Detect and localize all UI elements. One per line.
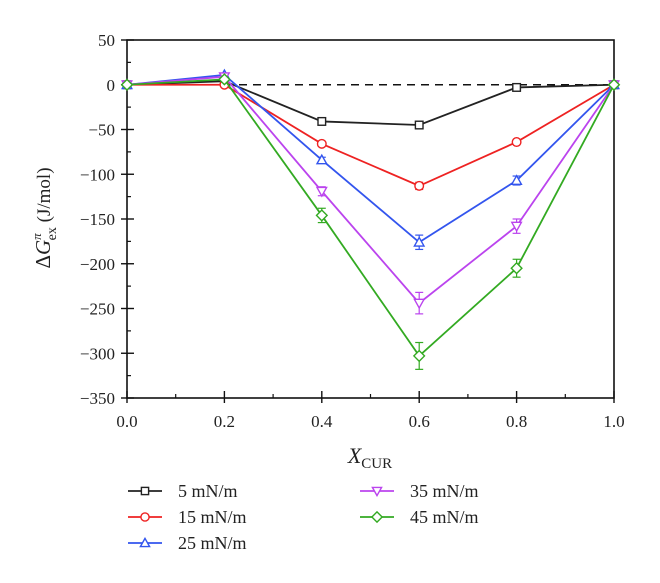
y-axis-title-sup: π xyxy=(29,233,44,240)
x-axis-title: XCUR xyxy=(347,443,392,472)
y-tick-label: −350 xyxy=(80,389,115,408)
series-line xyxy=(127,83,615,187)
legend-item: 25 mN/m xyxy=(128,533,247,553)
marker-diamond xyxy=(510,261,523,275)
marker-triangle-up xyxy=(315,153,328,165)
series-line xyxy=(126,80,615,126)
legend-item: 45 mN/m xyxy=(360,507,479,527)
x-axis-title-main: X xyxy=(347,443,363,468)
y-axis-title-g: G xyxy=(31,240,55,255)
series-layer xyxy=(120,68,621,370)
series-line xyxy=(126,73,615,244)
legend-label: 25 mN/m xyxy=(178,533,247,553)
series-45-mn-m xyxy=(120,73,621,370)
y-tick-label: −150 xyxy=(80,210,115,229)
y-axis-title-sub: ex xyxy=(45,227,60,240)
y-tick-label: −100 xyxy=(80,165,115,184)
legend-item: 15 mN/m xyxy=(128,507,247,527)
marker-circle xyxy=(511,137,522,148)
marker-circle xyxy=(316,138,327,149)
marker-circle xyxy=(140,512,150,522)
x-tick-label: 1.0 xyxy=(603,412,624,431)
legend: 5 mN/m 15 mN/m 25 mN/m 35 mN/m 45 mN/m xyxy=(128,481,479,553)
marker-triangle-down xyxy=(315,186,328,198)
marker-diamond xyxy=(412,349,426,363)
series-25-mn-m xyxy=(121,68,620,251)
legend-label: 35 mN/m xyxy=(410,481,479,501)
marker-diamond xyxy=(218,73,231,86)
x-tick-label: 0.4 xyxy=(311,412,333,431)
legend-label: 45 mN/m xyxy=(410,507,479,527)
y-axis-title-unit: (J/mol) xyxy=(34,167,55,227)
series-35-mn-m xyxy=(121,72,620,315)
x-axis-title-sub: CUR xyxy=(361,456,392,472)
marker-circle xyxy=(414,180,425,191)
marker-square xyxy=(414,120,424,130)
marker-square xyxy=(512,82,522,92)
y-tick-label: 0 xyxy=(107,76,116,95)
y-tick-label: −200 xyxy=(80,255,115,274)
series-15-mn-m xyxy=(121,79,620,191)
series-line xyxy=(126,78,615,358)
plot-frame xyxy=(126,39,615,399)
y-axis-title: ΔGπex (J/mol) xyxy=(29,167,60,268)
marker-triangle-up xyxy=(139,536,151,548)
y-axis-title-delta: Δ xyxy=(31,255,55,269)
series-line xyxy=(126,75,615,305)
legend-item: 5 mN/m xyxy=(128,481,238,501)
x-tick-label: 0.0 xyxy=(116,412,137,431)
x-tick-label: 0.6 xyxy=(409,412,430,431)
marker-diamond xyxy=(120,78,134,92)
x-tick-label: 0.2 xyxy=(214,412,235,431)
marker-triangle-up xyxy=(510,174,523,186)
marker-triangle-down xyxy=(413,298,426,310)
y-tick-label: −50 xyxy=(88,121,115,140)
marker-triangle-down xyxy=(510,221,523,233)
marker-diamond xyxy=(607,78,621,92)
y-tick-label: −300 xyxy=(80,344,115,363)
marker-square xyxy=(317,116,327,126)
marker-triangle-up xyxy=(413,236,426,247)
axes xyxy=(121,39,615,403)
marker-diamond xyxy=(315,209,329,222)
legend-label: 15 mN/m xyxy=(178,507,247,527)
marker-triangle-down xyxy=(371,486,383,498)
x-tick-label: 0.8 xyxy=(506,412,527,431)
y-tick-label: 50 xyxy=(98,31,115,50)
marker-diamond xyxy=(370,510,384,524)
y-tick-label: −250 xyxy=(80,300,115,319)
marker-square xyxy=(140,486,150,496)
legend-item: 35 mN/m xyxy=(360,481,479,501)
legend-label: 5 mN/m xyxy=(178,481,238,501)
